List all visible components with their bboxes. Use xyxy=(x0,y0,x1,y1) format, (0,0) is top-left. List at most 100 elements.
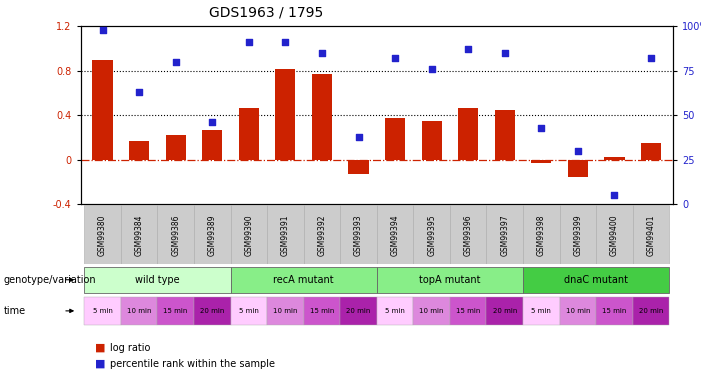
Bar xyxy=(559,297,596,325)
Bar xyxy=(340,205,377,264)
Bar xyxy=(458,108,478,160)
Bar xyxy=(158,297,194,325)
Text: recA mutant: recA mutant xyxy=(273,275,334,285)
Text: GSM99396: GSM99396 xyxy=(463,214,472,256)
Text: 15 min: 15 min xyxy=(602,308,627,314)
Bar xyxy=(523,297,559,325)
Text: 5 min: 5 min xyxy=(385,308,405,314)
Bar xyxy=(385,117,405,160)
Bar xyxy=(495,110,515,160)
Text: GSM99400: GSM99400 xyxy=(610,214,619,256)
Text: genotype/variation: genotype/variation xyxy=(4,275,96,285)
Text: GSM99384: GSM99384 xyxy=(135,214,144,255)
Bar xyxy=(304,205,340,264)
Point xyxy=(536,125,547,131)
Text: 20 min: 20 min xyxy=(493,308,517,314)
Text: GSM99395: GSM99395 xyxy=(427,214,436,256)
Text: 15 min: 15 min xyxy=(456,308,480,314)
Bar xyxy=(84,205,121,264)
Bar xyxy=(275,69,295,160)
Bar xyxy=(450,205,486,264)
Text: 10 min: 10 min xyxy=(273,308,298,314)
Text: GSM99392: GSM99392 xyxy=(318,214,327,255)
Text: dnaC mutant: dnaC mutant xyxy=(564,275,628,285)
Bar xyxy=(129,141,149,160)
Point xyxy=(646,56,657,62)
Bar xyxy=(194,205,231,264)
Bar xyxy=(377,205,414,264)
Text: GSM99386: GSM99386 xyxy=(171,214,180,255)
Text: 10 min: 10 min xyxy=(127,308,151,314)
Text: GSM99401: GSM99401 xyxy=(646,214,655,255)
Bar xyxy=(596,297,633,325)
Bar xyxy=(202,130,222,160)
Text: GDS1963 / 1795: GDS1963 / 1795 xyxy=(210,6,323,20)
Text: log ratio: log ratio xyxy=(110,343,151,353)
Bar xyxy=(377,267,523,293)
Bar xyxy=(194,297,231,325)
Text: wild type: wild type xyxy=(135,275,179,285)
Point xyxy=(170,59,182,65)
Text: 5 min: 5 min xyxy=(531,308,551,314)
Text: GSM99389: GSM99389 xyxy=(207,214,217,255)
Bar xyxy=(348,160,369,174)
Bar xyxy=(414,297,450,325)
Bar xyxy=(450,297,486,325)
Text: ■: ■ xyxy=(95,359,105,369)
Point xyxy=(463,46,474,53)
Bar xyxy=(93,60,113,160)
Bar xyxy=(641,143,661,160)
Point xyxy=(280,39,291,45)
Point xyxy=(97,27,108,33)
Text: GSM99390: GSM99390 xyxy=(245,214,253,256)
Bar xyxy=(121,297,158,325)
Text: 15 min: 15 min xyxy=(310,308,334,314)
Bar xyxy=(531,160,552,163)
Bar xyxy=(486,297,523,325)
Point xyxy=(207,119,218,125)
Text: 10 min: 10 min xyxy=(419,308,444,314)
Bar xyxy=(267,205,304,264)
Bar xyxy=(312,74,332,160)
Point xyxy=(243,39,254,45)
Bar xyxy=(158,205,194,264)
Text: 5 min: 5 min xyxy=(239,308,259,314)
Text: percentile rank within the sample: percentile rank within the sample xyxy=(110,359,275,369)
Bar xyxy=(568,160,588,177)
Bar xyxy=(231,205,267,264)
Text: GSM99397: GSM99397 xyxy=(501,214,509,256)
Bar xyxy=(523,205,559,264)
Text: 5 min: 5 min xyxy=(93,308,112,314)
Bar xyxy=(231,297,267,325)
Bar xyxy=(596,205,633,264)
Point xyxy=(609,192,620,198)
Text: 20 min: 20 min xyxy=(200,308,224,314)
Point xyxy=(133,89,144,95)
Text: GSM99399: GSM99399 xyxy=(573,214,583,256)
Bar xyxy=(633,205,669,264)
Point xyxy=(316,50,327,56)
Bar xyxy=(165,135,186,160)
Bar xyxy=(239,108,259,160)
Bar xyxy=(304,297,340,325)
Text: 20 min: 20 min xyxy=(639,308,663,314)
Text: 15 min: 15 min xyxy=(163,308,188,314)
Text: GSM99398: GSM99398 xyxy=(537,214,546,255)
Point xyxy=(353,134,364,140)
Bar xyxy=(559,205,596,264)
Point xyxy=(426,66,437,72)
Point xyxy=(499,50,510,56)
Bar xyxy=(421,121,442,160)
Bar xyxy=(523,267,669,293)
Text: ■: ■ xyxy=(95,343,105,353)
Bar xyxy=(121,205,158,264)
Text: topA mutant: topA mutant xyxy=(419,275,481,285)
Text: time: time xyxy=(4,306,26,316)
Text: GSM99380: GSM99380 xyxy=(98,214,107,255)
Bar xyxy=(377,297,414,325)
Bar xyxy=(414,205,450,264)
Text: GSM99394: GSM99394 xyxy=(390,214,400,256)
Point xyxy=(572,148,583,154)
Bar xyxy=(604,156,625,160)
Bar xyxy=(231,267,377,293)
